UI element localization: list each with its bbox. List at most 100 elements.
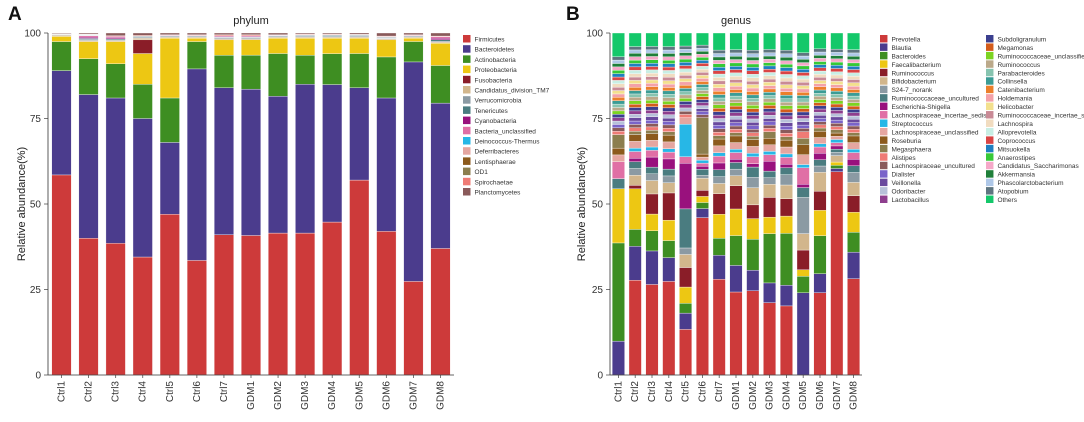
panel-a-bar-segment: GDM8 – Cyanobacteria: 0.5	[431, 38, 450, 40]
panel-b-bar-segment: GDM4 – Atopobium: 1	[780, 50, 792, 53]
panel-b-bar-segment: Ctrl4 – Bifidobacterium: 3	[663, 183, 675, 193]
panel-b-bar-segment: Ctrl1 – Lachnospiraceae_uncultured: 1	[612, 128, 624, 131]
panel-b-bar-segment: GDM6 – Streptococcus: 1	[814, 144, 826, 147]
panel-b-bar-segment: GDM6 – Lachnospiraceae_incertae_sedis: 2	[814, 147, 826, 153]
panel-b-bar-segment: Ctrl3 – Megasphaera: 1	[646, 130, 658, 133]
panel-b-bar-segment: Ctrl7 – Ruminococcaceae_uncultured: 2	[713, 170, 725, 177]
panel-a-title: phylum	[233, 15, 268, 27]
panel-b-bar-segment: Ctrl7 – Lachnospiraceae_uncultured: 1	[713, 129, 725, 132]
panel-a-bar-segment: GDM8 – Bacteria_unclassified: 0.4	[431, 37, 450, 38]
panel-b-bar-segment: Ctrl5 – Ruminococcus: 1	[679, 95, 691, 98]
panel-a-legend-label: Fusobacteria	[475, 77, 513, 84]
panel-b-legend-swatch	[880, 196, 887, 203]
panel-b-bar-segment: Ctrl6 – Lactobacillus: 1	[696, 103, 708, 106]
panel-b-bar-segment: Ctrl1 – Helicobacter: 1	[612, 91, 624, 94]
panel-b-legend-label: Phascolarctobacterium	[997, 180, 1063, 187]
panel-a-x-tick-label: Ctrl6	[192, 381, 203, 403]
panel-b-bar-segment: Ctrl5 – Atopobium: 1	[679, 46, 691, 49]
panel-b-bar-segment: Ctrl3 – Lachnospiraceae_unclassified: 2	[646, 140, 658, 147]
panel-b-bar-segment: GDM2 – Parabacteroides: 1	[747, 98, 759, 101]
panel-b-bar-segment: GDM1 – Ruminococcaceae_uncultured: 2	[730, 162, 742, 169]
panel-b-bar-segment: GDM2 – Subdoligranulum: 1	[747, 112, 759, 115]
panel-a-legend-swatch	[463, 188, 471, 196]
panel-b-bar-segment: GDM2 – Collinsella: 1	[747, 95, 759, 98]
panel-b-bar-segment: GDM6 – Megasphaera: 1	[814, 128, 826, 131]
panel-a-bar-segment: Ctrl4 – Firmicutes: 34.5	[133, 257, 152, 375]
panel-b-bar-segment: Ctrl6 – Holdemania: 1	[696, 78, 708, 81]
panel-b-bar-segment: Ctrl7 – Parabacteroides: 1	[713, 98, 725, 101]
panel-a-x-tick-label: Ctrl2	[84, 381, 95, 403]
panel-b-bar-segment: GDM7 – Phascolarctobacterium: 1	[831, 52, 843, 55]
panel-a-y-tick-label: 0	[35, 371, 41, 382]
panel-a-x-tick-label: GDM6	[381, 381, 392, 410]
panel-b-bar-segment: Ctrl7 – Roseburia: 2	[713, 139, 725, 146]
panel-b-bar-segment: GDM1 – Lachnospiraceae_unclassified: 2	[730, 143, 742, 150]
panel-b-bar-segment: Ctrl6 – Phascolarctobacterium: 1	[696, 48, 708, 51]
panel-b-legend-swatch	[986, 187, 993, 194]
panel-b-bar-segment: GDM4 – Subdoligranulum: 1	[780, 112, 792, 115]
panel-b-bar-segment: GDM3 – Veillonella: 1	[763, 119, 775, 122]
panel-b-x-tick-label: GDM6	[815, 381, 826, 410]
panel-b-bar-segment: GDM8 – Phascolarctobacterium: 1	[847, 53, 859, 56]
panel-a-y-tick-label: 100	[24, 29, 41, 40]
panel-b-bar-segment: GDM5 – Akkermansia: 1	[797, 59, 809, 62]
panel-b-bar-segment: GDM3 – Alloprevotella: 1	[763, 72, 775, 75]
panel-b-bar-segment: Ctrl4 – Ruminococcaceae_unclassified: 1	[663, 101, 675, 104]
panel-b-bar-segment: Ctrl3 – Alloprevotella: 1	[646, 70, 658, 73]
panel-b-legend-swatch	[986, 136, 993, 143]
panel-b-bar-segment: Ctrl6 – Odoribacter: 1	[696, 106, 708, 109]
panel-b-bar-segment: GDM2 – Atopobium: 1	[747, 50, 759, 53]
panel-b-bar-segment: Ctrl2 – Helicobacter: 1	[629, 80, 641, 83]
panel-b-y-tick-label: 100	[586, 29, 603, 40]
panel-b-bar-segment: Ctrl4 – Atopobium: 1	[663, 47, 675, 50]
panel-b-bar-segment: GDM8 – Alistipes: 1	[847, 129, 859, 132]
panel-a-legend-label: Deferribacteres	[475, 149, 520, 156]
panel-b-bar-segment: Ctrl1 – Akkermansia: 1	[612, 63, 624, 66]
panel-b-bar-segment: Ctrl6 – Coprococcus: 1	[696, 63, 708, 66]
panel-b-bar-segment: GDM2 – Lachnospiraceae_unclassified: 2	[747, 146, 759, 153]
panel-b-bar-segment: GDM4 – Roseburia: 2	[780, 140, 792, 147]
panel-b-bar-segment: GDM1 – Coprococcus: 1	[730, 70, 742, 73]
panel-b-legend-swatch	[880, 111, 887, 118]
panel-a-x-tick-label: Ctrl4	[138, 381, 149, 403]
panel-b-bar-segment: Ctrl4 – Lachnospiraceae_incertae_sedis: …	[663, 152, 675, 159]
panel-b-bar-segment: Ctrl1 – Lachnospiraceae_unclassified: 2	[612, 155, 624, 162]
panel-b-legend-swatch	[880, 120, 887, 127]
panel-a-bar-segment: Ctrl3 – Firmicutes: 38.5	[106, 243, 125, 375]
panel-b-bar-segment: GDM4 – Lachnospiraceae_uncultured: 1	[780, 130, 792, 133]
panel-b-legend-label: Veillonella	[891, 180, 921, 187]
panel-b-bar-segment: Ctrl7 – Odoribacter: 1	[713, 119, 725, 122]
panel-b-legend-swatch	[880, 60, 887, 67]
panel-b-bar-segment: Ctrl7 – Akkermansia: 1	[713, 57, 725, 60]
panel-b-bar-segment: GDM7 – Bifidobacterium: 2	[831, 156, 843, 162]
panel-b-bar-segment: Ctrl2 – Mitsuokella: 1	[629, 63, 641, 66]
panel-b-bar-segment: GDM8 – Ruminococcaceae_unclassified: 1	[847, 103, 859, 106]
panel-b-bar-segment: GDM7 – Subdoligranulum: 1	[831, 107, 843, 110]
panel-b-legend-label: Megamonas	[997, 45, 1034, 52]
panel-a-legend-label: Proteobacteria	[475, 67, 518, 74]
panel-b-bar-segment: GDM7 – Ruminococcaceae_incertae_sedis: 1	[831, 78, 843, 81]
panel-b-legend-label: Candidatus_Saccharimonas	[997, 163, 1079, 170]
panel-b-bar-segment: GDM5 – Bifidobacterium: 5	[797, 234, 809, 250]
panel-b-bar-segment: Ctrl7 – Anaerostipes: 1	[713, 64, 725, 67]
panel-b-bar-segment: Ctrl7 – Subdoligranulum: 1	[713, 112, 725, 115]
panel-b-bar-segment: GDM5 – Parabacteroides: 1	[797, 99, 809, 102]
panel-a-bar-segment: GDM7 – Planctomycetes: 0.5	[404, 33, 423, 35]
panel-b-bar-segment: GDM1 – Anaerostipes: 1	[730, 63, 742, 66]
panel-b-bar-segment: Ctrl3 – Others: 4	[646, 33, 658, 46]
panel-b-bar-segment: Ctrl6 – Dialister: 1	[696, 112, 708, 115]
panel-b-bar-segment: GDM5 – Others: 6	[797, 33, 809, 53]
panel-b-bar-segment: Ctrl4 – Megamonas: 1	[663, 104, 675, 107]
panel-b-bar-segment: GDM8 – Veillonella: 1	[847, 119, 859, 122]
panel-b-bar-segment: GDM4 – Lachnospira: 1	[780, 78, 792, 81]
panel-b-bar-segment: Ctrl6 – Alloprevotella: 1	[696, 66, 708, 69]
panel-b-bar-segment: GDM5 – Ruminococcaceae_uncultured: 3	[797, 188, 809, 198]
panel-b-bar-segment: Ctrl1 – Mitsuokella: 1	[612, 74, 624, 77]
panel-b-bar-segment: GDM7 – Escherichia-Shigella: 1	[831, 146, 843, 149]
panel-b-bar-segment: Ctrl6 – Akkermansia: 1	[696, 51, 708, 54]
panel-b-bar-segment: GDM6 – Collinsella: 1	[814, 90, 826, 93]
panel-b-bar-segment: GDM5 – Dialister: 1	[797, 125, 809, 128]
panel-a-legend-label: Cyanobacteria	[475, 118, 517, 125]
panel-b-bar-segment: Ctrl6 – Veillonella: 1	[696, 109, 708, 112]
